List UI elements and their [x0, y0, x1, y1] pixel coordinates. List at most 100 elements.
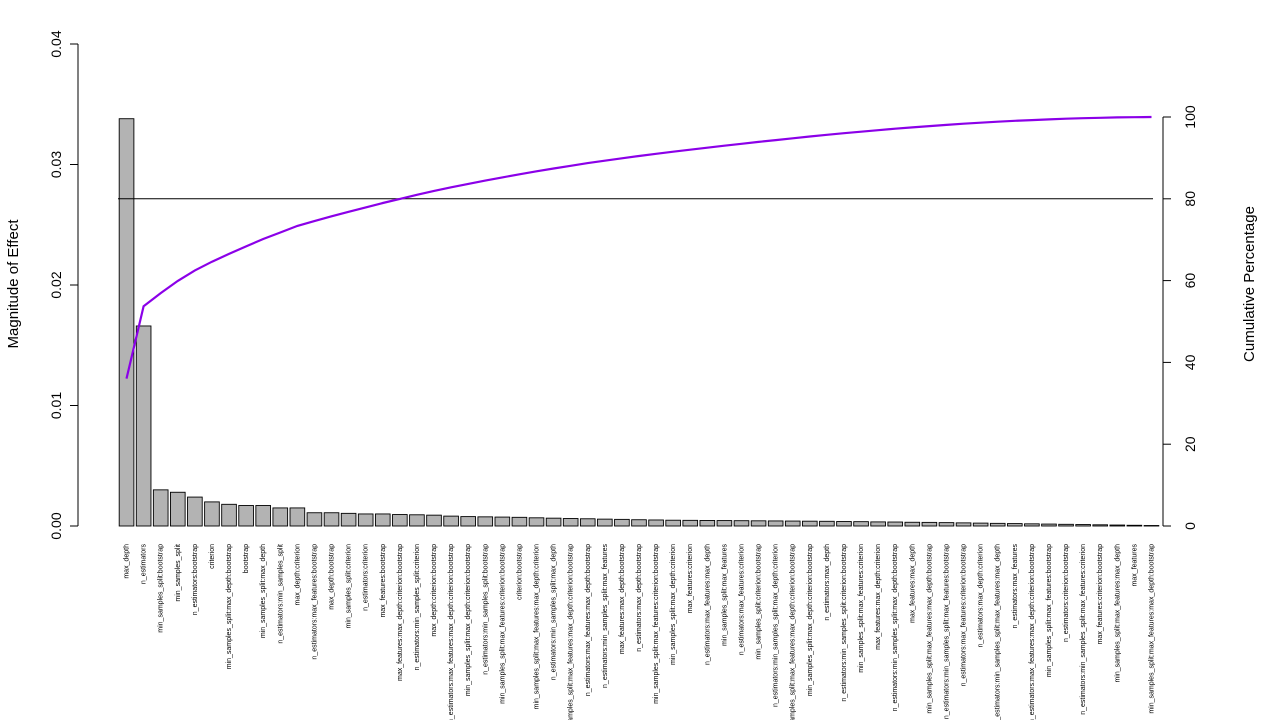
category-label: min_samples_split:max_features:max_depth…	[790, 544, 797, 720]
category-label: n_estimators:criterion	[363, 544, 370, 611]
category-label: min_samples_split:criterion	[346, 544, 353, 629]
category-label: max_features:bootstrap	[380, 544, 387, 618]
bar	[955, 522, 972, 527]
y-tick-label: 0.03	[48, 151, 64, 178]
category-label: n_estimators:min_samples_split:criterion…	[841, 544, 848, 702]
bar	[614, 518, 630, 527]
bar	[682, 519, 699, 527]
bar	[921, 521, 938, 527]
category-label: n_estimators:max_depth	[824, 544, 831, 621]
bar	[545, 517, 562, 527]
category-label: n_estimators:max_features:criterion	[738, 544, 745, 655]
bar	[562, 518, 579, 527]
category-label: max_features:criterion	[687, 544, 694, 613]
bar	[836, 521, 852, 527]
bar	[494, 516, 511, 527]
bar	[374, 513, 391, 527]
bar	[255, 505, 271, 527]
category-label: min_samples_split:bootstrap	[158, 544, 165, 633]
bar	[135, 325, 152, 527]
bar	[579, 518, 596, 527]
category-label: min_samples_split:max_features:bootstrap	[1046, 544, 1053, 677]
category-label: max_features:criterion:bootstrap	[1097, 544, 1104, 644]
y-axis-title: Magnitude of Effect	[5, 219, 22, 349]
category-label: min_samples_split:max_features	[721, 544, 728, 646]
category-label: n_estimators:max_features:max_depth:crit…	[448, 544, 455, 720]
bar	[665, 519, 681, 527]
category-label: n_estimators:max_features:max_depth:crit…	[1029, 544, 1036, 720]
bar	[1109, 524, 1126, 527]
bar	[221, 503, 237, 527]
bar	[272, 507, 289, 527]
bar	[699, 520, 716, 527]
bar	[238, 505, 254, 527]
category-label: n_estimators:min_samples_split:criterion	[414, 544, 421, 671]
category-label: min_samples_split:max_features:max_depth…	[926, 544, 933, 714]
bar	[357, 513, 374, 527]
y2-tick-label: 60	[1182, 273, 1198, 289]
category-label: n_estimators:max_features	[1012, 544, 1019, 629]
category-label: n_estimators:min_samples_split:max_featu…	[995, 544, 1002, 720]
bar	[1143, 525, 1160, 527]
category-label: n_estimators:min_samples_split:max_featu…	[943, 544, 950, 719]
bar	[750, 520, 767, 527]
category-label: n_estimators:max_features:max_depth	[704, 544, 711, 665]
bar	[716, 520, 733, 527]
y2-tick-label: 20	[1182, 436, 1198, 452]
category-label: min_samples_split	[175, 544, 182, 602]
bar	[409, 514, 425, 527]
category-label: min_samples_split:max_depth:bootstrap	[226, 544, 233, 669]
bar	[323, 512, 340, 527]
bar	[152, 489, 169, 527]
category-label: max_depth	[124, 544, 131, 579]
bar	[597, 518, 613, 527]
category-label: bootstrap	[243, 544, 250, 573]
bar	[733, 520, 750, 527]
bar	[289, 507, 306, 527]
category-label: min_samples_split:max_depth	[260, 544, 267, 638]
category-label: n_estimators:max_features:criterion:boot…	[961, 544, 968, 687]
category-label: min_samples_split:max_features:criterion	[858, 544, 865, 673]
category-label: n_estimators:max_depth:bootstrap	[636, 544, 643, 652]
category-label: min_samples_split:max_features:criterion…	[653, 544, 660, 704]
category-label: min_samples_split:max_depth:criterion:bo…	[807, 544, 814, 696]
bar	[819, 520, 835, 527]
bar	[511, 516, 528, 527]
category-label: min_samples_split:max_features:max_depth…	[1148, 544, 1155, 714]
bar	[784, 520, 801, 527]
bar	[1092, 524, 1109, 527]
bar	[1075, 524, 1091, 527]
category-label: n_estimators:min_samples_split:max_featu…	[602, 544, 609, 688]
bar	[904, 521, 921, 527]
category-label: min_samples_split:max_features:max_depth…	[568, 544, 575, 720]
bar	[1126, 524, 1143, 527]
category-label: criterion	[209, 544, 216, 569]
category-label: max_features:max_depth:criterion:bootstr…	[397, 544, 404, 681]
bar	[477, 516, 494, 527]
cumulative-percentage-line	[125, 115, 1152, 379]
category-label: n_estimators:max_depth:criterion	[978, 544, 985, 648]
bar	[1024, 523, 1040, 527]
bar	[340, 512, 357, 527]
category-label: min_samples_split:max_depth:criterion:bo…	[465, 544, 472, 696]
category-label: n_estimators:max_features:bootstrap	[311, 544, 318, 660]
category-label: n_estimators:max_features:max_depth:boot…	[585, 544, 592, 696]
category-label: n_estimators	[141, 544, 148, 585]
bar	[1041, 523, 1057, 527]
category-label: n_estimators:min_samples_split:max_depth…	[773, 544, 780, 707]
bar	[631, 519, 647, 527]
y-tick-label: 0.02	[48, 271, 64, 298]
bar	[989, 522, 1006, 527]
bar	[426, 514, 442, 527]
category-label: min_samples_split:max_depth:criterion	[670, 544, 677, 665]
category-label: min_samples_split:max_features:max_depth…	[534, 544, 541, 709]
bar	[938, 522, 955, 527]
bar	[443, 515, 459, 527]
category-label: max_depth:bootstrap	[329, 544, 336, 610]
bar	[887, 521, 904, 527]
category-label: max_features:max_depth	[909, 544, 916, 623]
bar	[802, 520, 818, 527]
bar	[528, 517, 545, 527]
